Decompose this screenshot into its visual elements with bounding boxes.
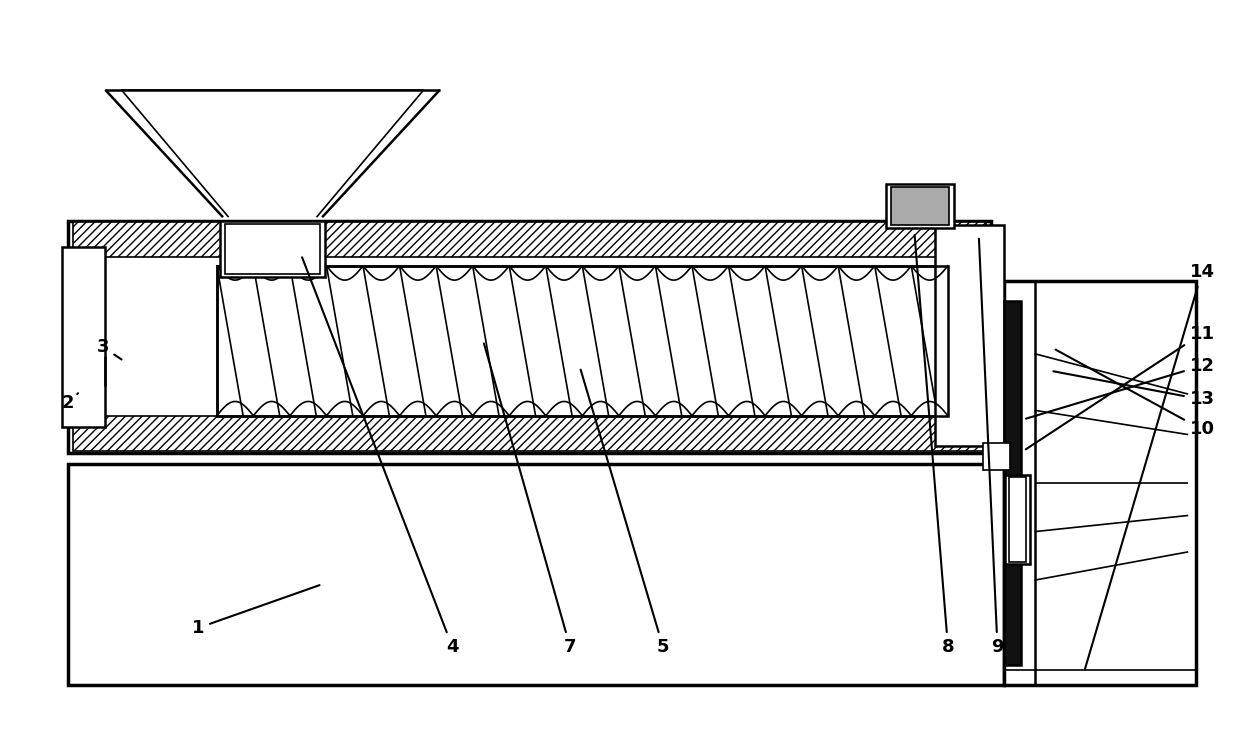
Bar bbox=[983, 443, 1010, 470]
Bar bbox=[225, 224, 320, 274]
Bar bbox=[1004, 281, 1196, 685]
Bar bbox=[1005, 475, 1030, 564]
Text: 10: 10 bbox=[1056, 350, 1214, 438]
Bar bbox=[217, 266, 948, 416]
Bar bbox=[217, 266, 948, 416]
Text: 11: 11 bbox=[1026, 324, 1214, 449]
Bar bbox=[891, 187, 949, 225]
Bar bbox=[221, 221, 325, 277]
Text: 13: 13 bbox=[1053, 372, 1214, 408]
Text: 8: 8 bbox=[914, 235, 954, 655]
Bar bbox=[1004, 301, 1021, 665]
Bar bbox=[73, 416, 986, 451]
Text: 14: 14 bbox=[1085, 263, 1214, 669]
Bar bbox=[68, 464, 1004, 685]
Bar bbox=[886, 184, 954, 228]
Text: 3: 3 bbox=[97, 338, 121, 360]
Bar bbox=[73, 222, 986, 257]
Bar bbox=[1009, 477, 1026, 562]
Bar bbox=[68, 221, 991, 453]
Text: 4: 4 bbox=[302, 257, 458, 655]
Text: 12: 12 bbox=[1026, 357, 1214, 419]
Text: 5: 5 bbox=[581, 370, 669, 655]
Text: 1: 1 bbox=[192, 585, 320, 637]
Bar bbox=[62, 247, 105, 427]
Text: 2: 2 bbox=[62, 393, 78, 412]
Text: 9: 9 bbox=[979, 239, 1004, 655]
Text: 7: 7 bbox=[484, 344, 576, 655]
Bar bbox=[935, 225, 1004, 446]
